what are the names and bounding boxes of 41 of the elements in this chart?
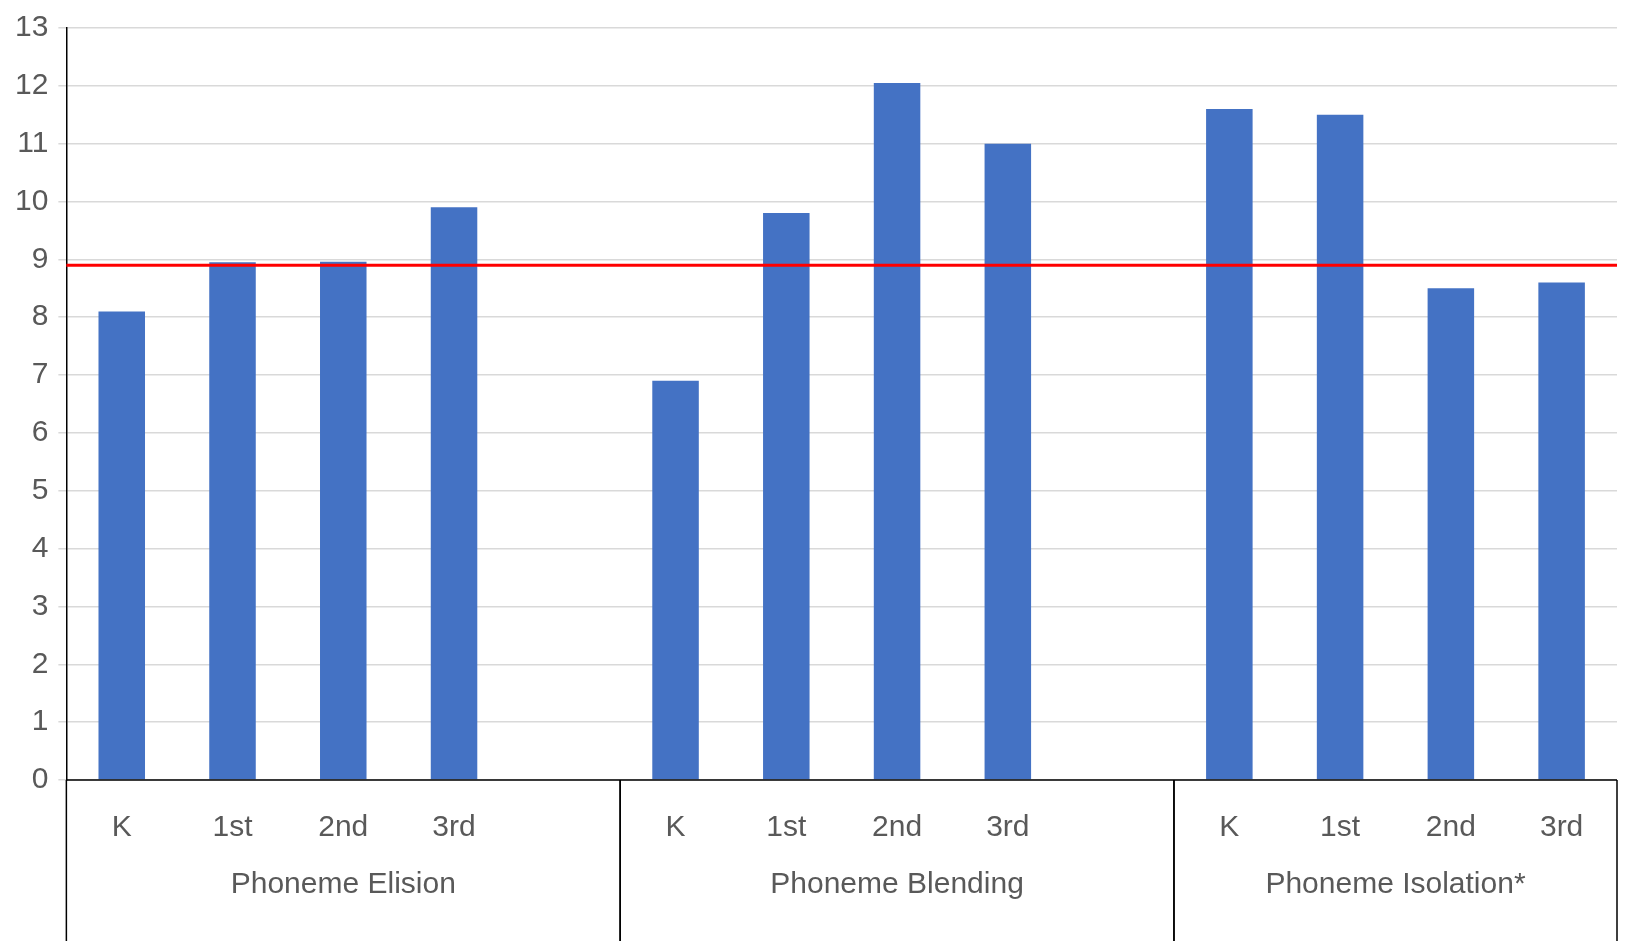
x-tick-label: K [111, 809, 132, 843]
bar [1538, 282, 1585, 780]
bar [652, 380, 699, 780]
x-tick-label: K [665, 809, 686, 843]
bar [209, 262, 256, 780]
x-tick-label: 2nd [872, 809, 923, 843]
y-tick-label: 12 [14, 67, 49, 101]
text: Phoneme Blending [770, 866, 1024, 900]
bar [873, 82, 921, 780]
y-tick-label: 0 [31, 761, 49, 795]
y-tick-label: 4 [31, 529, 49, 563]
y-tick-label: 9 [31, 240, 49, 274]
bar [430, 207, 478, 780]
x-tick-label: 2nd [1425, 809, 1476, 843]
y-tick-label: 7 [31, 356, 49, 390]
text: Phoneme Elision [230, 866, 456, 900]
bar [1316, 114, 1364, 780]
x-tick-label: 3rd [432, 809, 476, 843]
y-tick-label: 11 [17, 124, 49, 158]
x-tick-label: 1st [212, 809, 254, 843]
bar [763, 213, 810, 780]
x-tick-label: 3rd [1539, 809, 1584, 843]
y-tick-label: 3 [31, 587, 49, 621]
y-tick-label: 1 [31, 703, 49, 737]
text: Phoneme Isolation* [1265, 866, 1526, 900]
bar [98, 311, 146, 780]
bar [1206, 108, 1253, 780]
x-tick-label: 1st [766, 809, 807, 843]
x-tick-label: 2nd [318, 809, 369, 843]
x-tick-label: 3rd [986, 809, 1030, 843]
bar [320, 261, 367, 780]
bar [984, 143, 1032, 780]
y-tick-label: 2 [31, 645, 49, 679]
y-tick-label: 6 [31, 414, 49, 448]
y-tick-label: 8 [31, 298, 49, 332]
bar [1427, 288, 1475, 780]
y-tick-label: 13 [14, 9, 49, 43]
y-tick-label: 5 [31, 472, 49, 506]
x-tick-label: 1st [1320, 809, 1361, 843]
y-tick-label: 10 [14, 182, 49, 216]
x-tick-label: K [1219, 809, 1240, 843]
